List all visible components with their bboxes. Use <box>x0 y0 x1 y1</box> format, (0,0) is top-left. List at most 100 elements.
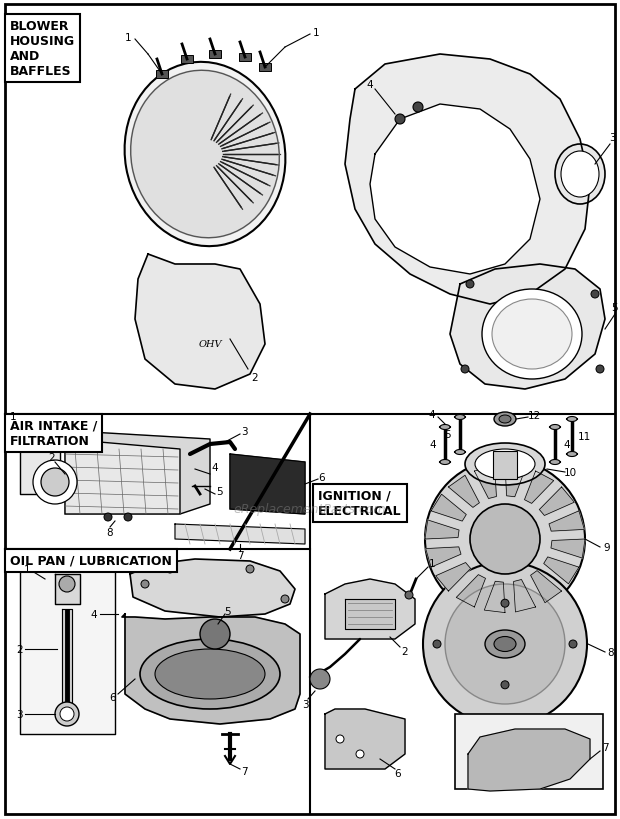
Circle shape <box>246 565 254 573</box>
Polygon shape <box>135 255 265 390</box>
Circle shape <box>413 103 423 113</box>
Polygon shape <box>20 569 115 734</box>
Polygon shape <box>345 55 590 305</box>
Bar <box>239 54 251 62</box>
Polygon shape <box>65 432 210 514</box>
Ellipse shape <box>494 636 516 652</box>
Text: 5: 5 <box>612 303 618 313</box>
Ellipse shape <box>125 63 285 247</box>
Polygon shape <box>448 476 479 508</box>
Polygon shape <box>468 729 590 791</box>
Text: eReplacementParts.com: eReplacementParts.com <box>234 503 386 516</box>
Circle shape <box>591 291 599 299</box>
Text: 7: 7 <box>601 742 608 752</box>
Text: 1: 1 <box>24 564 30 574</box>
Circle shape <box>41 468 69 496</box>
Ellipse shape <box>550 460 560 465</box>
Text: 5: 5 <box>216 486 223 496</box>
Bar <box>455 714 603 789</box>
Text: 3: 3 <box>241 427 247 437</box>
Polygon shape <box>450 265 605 390</box>
Polygon shape <box>65 440 180 514</box>
Text: 3: 3 <box>609 133 615 143</box>
Ellipse shape <box>440 425 450 430</box>
Text: IGNITION /
ELECTRICAL: IGNITION / ELECTRICAL <box>318 490 402 518</box>
Polygon shape <box>325 709 405 769</box>
Text: 6: 6 <box>395 768 401 778</box>
Ellipse shape <box>567 452 577 457</box>
Circle shape <box>501 681 509 689</box>
Bar <box>209 51 221 59</box>
Text: 5: 5 <box>445 429 451 440</box>
Circle shape <box>356 750 364 758</box>
Polygon shape <box>345 600 395 629</box>
Text: 4: 4 <box>428 410 435 419</box>
Circle shape <box>470 505 540 574</box>
Circle shape <box>59 577 75 592</box>
Circle shape <box>33 460 77 505</box>
Bar <box>181 56 193 64</box>
Polygon shape <box>525 472 554 504</box>
Polygon shape <box>544 557 579 584</box>
Text: 6: 6 <box>319 473 326 482</box>
Text: 4: 4 <box>91 609 97 619</box>
Text: BLOWER
HOUSING
AND
BAFFLES: BLOWER HOUSING AND BAFFLES <box>10 20 75 78</box>
Polygon shape <box>122 614 300 724</box>
Circle shape <box>596 365 604 373</box>
Polygon shape <box>426 547 461 568</box>
Ellipse shape <box>475 450 535 479</box>
Polygon shape <box>531 571 562 603</box>
Polygon shape <box>539 487 574 516</box>
Circle shape <box>405 591 413 600</box>
Bar <box>259 64 271 72</box>
Circle shape <box>281 595 289 604</box>
Ellipse shape <box>140 639 280 709</box>
Text: 2: 2 <box>49 452 55 463</box>
Ellipse shape <box>567 417 577 422</box>
Text: 1: 1 <box>428 559 435 568</box>
Circle shape <box>55 702 79 726</box>
Polygon shape <box>551 540 585 559</box>
Polygon shape <box>456 575 485 607</box>
Ellipse shape <box>561 152 599 197</box>
Text: 6: 6 <box>110 692 117 702</box>
Text: 8: 8 <box>107 527 113 537</box>
Text: AIR INTAKE /
FILTRATION: AIR INTAKE / FILTRATION <box>10 419 97 447</box>
Text: 5: 5 <box>224 606 231 616</box>
Polygon shape <box>130 559 295 618</box>
Polygon shape <box>474 467 497 499</box>
Polygon shape <box>230 455 305 514</box>
Circle shape <box>104 514 112 522</box>
Text: 3: 3 <box>302 699 308 709</box>
Circle shape <box>200 619 230 649</box>
Ellipse shape <box>499 415 511 423</box>
Polygon shape <box>370 105 540 274</box>
Text: 9: 9 <box>604 542 610 552</box>
Circle shape <box>60 707 74 721</box>
Circle shape <box>166 565 174 573</box>
Text: 2: 2 <box>17 645 24 654</box>
Circle shape <box>433 640 441 648</box>
Ellipse shape <box>550 425 560 430</box>
Text: 11: 11 <box>577 432 591 441</box>
Text: 4: 4 <box>430 440 436 450</box>
Ellipse shape <box>155 649 265 699</box>
Circle shape <box>423 563 587 726</box>
Polygon shape <box>484 581 505 613</box>
Text: 2: 2 <box>402 646 409 656</box>
Polygon shape <box>513 580 536 613</box>
Circle shape <box>461 365 469 373</box>
Ellipse shape <box>494 413 516 427</box>
Bar <box>493 451 517 479</box>
Polygon shape <box>62 609 72 704</box>
Circle shape <box>445 584 565 704</box>
Text: 3: 3 <box>16 709 22 719</box>
Circle shape <box>336 735 344 743</box>
Text: 4: 4 <box>564 440 570 450</box>
Polygon shape <box>55 574 80 604</box>
Text: 12: 12 <box>528 410 541 420</box>
Text: 4: 4 <box>211 463 218 473</box>
Ellipse shape <box>492 300 572 369</box>
Polygon shape <box>549 511 584 532</box>
Ellipse shape <box>455 450 465 455</box>
